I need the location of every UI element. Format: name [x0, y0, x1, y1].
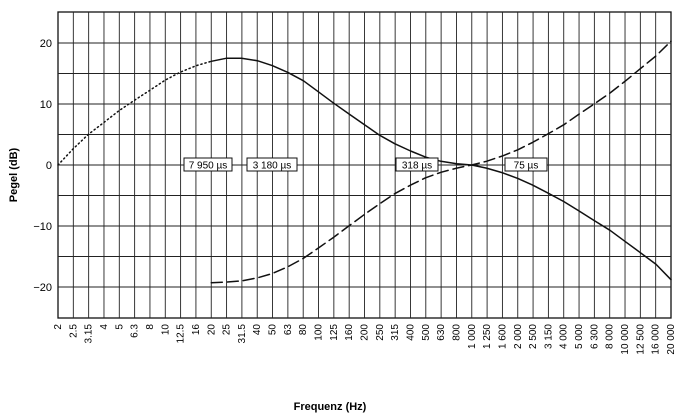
x-tick-label: 20: [206, 324, 217, 336]
chart-curves: [57, 40, 672, 284]
x-tick-label: 6 300: [589, 324, 600, 349]
x-tick-label: 63: [283, 324, 294, 336]
x-tick-label: 10: [160, 324, 171, 336]
x-tick-label: 31.5: [237, 324, 248, 344]
x-tick-label: 1 000: [467, 324, 478, 349]
x-tick-label: 5 000: [574, 324, 585, 349]
y-tick-label: 10: [40, 99, 52, 111]
x-tick-label: 16 000: [651, 324, 662, 355]
time-constant-text: 75 µs: [514, 161, 539, 172]
x-tick-label: 200: [360, 324, 371, 341]
x-tick-label: 8: [145, 324, 156, 330]
x-tick-label: 1 250: [482, 324, 493, 349]
x-tick-label: 10 000: [620, 324, 631, 355]
x-tick-label: 3 150: [543, 324, 554, 349]
y-tick-label: −10: [33, 221, 52, 233]
x-tick-label: 630: [436, 324, 447, 341]
y-tick-labels: 20 10 0 −10 −20: [33, 38, 52, 294]
x-tick-label: 3.15: [84, 324, 95, 344]
time-constant-box: [183, 157, 233, 172]
x-tick-label: 25: [222, 324, 233, 336]
x-tick-label: 315: [390, 324, 401, 341]
x-tick-label: 20 000: [666, 324, 677, 355]
x-tick-label: 2 000: [513, 324, 524, 349]
x-tick-label: 2 500: [528, 324, 539, 349]
x-axis-label: Frequenz (Hz): [294, 401, 367, 413]
time-constant-text: 7 950 µs: [189, 161, 228, 172]
x-tick-label: 500: [421, 324, 432, 341]
y-tick-label: 20: [40, 38, 52, 50]
x-tick-label: 1 600: [497, 324, 508, 349]
series-line-solid: [210, 57, 672, 281]
time-constant-text: 3 180 µs: [253, 161, 292, 172]
x-tick-label: 160: [344, 324, 355, 341]
x-tick-labels: 2 2.5 3.15 4 5 6.3 8 10 12.5 16 20 25 31.5 40 50 63 80 10…: [53, 324, 677, 355]
y-axis-label: Pegel (dB): [8, 147, 20, 202]
chart-grid: [57, 11, 672, 319]
time-constant-label: 7 950 µs: [183, 157, 233, 172]
x-tick-label: 250: [375, 324, 386, 341]
x-tick-label: 4: [99, 324, 110, 330]
x-tick-label: 2.5: [68, 324, 79, 338]
y-tick-label: −20: [33, 282, 52, 294]
time-constant-box: [246, 157, 298, 172]
x-tick-label: 125: [329, 324, 340, 341]
x-tick-label: 12.5: [176, 324, 187, 344]
time-constant-box: [504, 157, 548, 172]
x-tick-label: 5: [114, 324, 125, 330]
x-tick-label: 2: [53, 324, 64, 330]
time-constant-text: 318 µs: [402, 161, 432, 172]
x-tick-label: 80: [298, 324, 309, 336]
x-tick-label: 800: [451, 324, 462, 341]
x-tick-label: 50: [268, 324, 279, 336]
x-tick-label: 16: [191, 324, 202, 336]
x-tick-label: 6.3: [130, 324, 141, 338]
x-tick-label: 400: [405, 324, 416, 341]
series-line-dashed: [210, 40, 672, 284]
x-tick-label: 8 000: [605, 324, 616, 349]
chart-annotations: 7 950 µs 3 180 µs 318 µs 75 µs: [183, 157, 548, 172]
x-tick-label: 40: [252, 324, 263, 336]
time-constant-box: [395, 157, 439, 172]
series-line-dotted: [57, 60, 213, 166]
y-tick-label: 0: [46, 160, 52, 172]
time-constant-label: 3 180 µs: [246, 157, 298, 172]
x-tick-label: 12 500: [635, 324, 646, 355]
time-constant-label: 318 µs: [395, 157, 439, 172]
time-constant-label: 75 µs: [504, 157, 548, 172]
x-tick-label: 4 000: [559, 324, 570, 349]
x-tick-label: 100: [314, 324, 325, 341]
